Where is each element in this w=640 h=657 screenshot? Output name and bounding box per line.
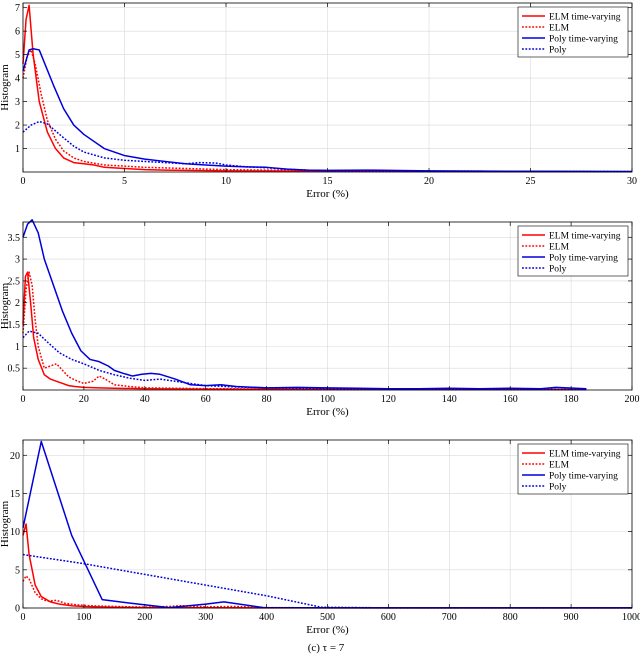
chart2-xtick-label-0: 0 [21, 394, 26, 405]
chart1-series-line-0 [22, 4, 632, 173]
chart2-xtick-label-2: 40 [140, 394, 150, 405]
chart2-xtick-label-8: 160 [503, 394, 518, 405]
chart2-ytick-label-3: 2 [15, 298, 20, 309]
chart3-xtick-label-4: 400 [259, 612, 274, 623]
chart3-xtick-label-0: 0 [21, 612, 26, 623]
chart2: 0 20 40 60 80 100 120 140 160 180 200 0.5 1 1.5 2 2.5 3 3… [0, 219, 640, 418]
chart2-ytick-label-0: 0.5 [8, 364, 21, 375]
chart3-ytick-label-0: 0 [15, 604, 20, 615]
chart3-xtick-label-8: 800 [503, 612, 518, 623]
chart2-xtick-label-7: 140 [442, 394, 457, 405]
chart1-legend-label-1: ELM [549, 23, 570, 33]
chart1: 0 5 10 15 20 25 30 1 2 3 4 5 6 7 Error (%) Histogram ELM… [0, 2, 637, 200]
chart2-xtick-label-3: 60 [201, 394, 211, 405]
chart1-series-group [22, 4, 633, 173]
chart1-series-line-3 [22, 120, 633, 173]
chart1-ytick-label-6: 7 [15, 3, 20, 14]
chart3-series-line-3 [22, 553, 632, 609]
chart3-ytick-label-1: 5 [15, 565, 20, 576]
chart1-ytick-label-3: 4 [15, 74, 20, 85]
chart1-xtick-label-3: 15 [323, 176, 333, 187]
chart2-series-line-3 [22, 330, 587, 391]
chart1-legend-label-3: Poly [549, 45, 567, 55]
chart2-ytick-label-2: 1.5 [8, 320, 21, 331]
chart2-xlabel: Error (%) [306, 406, 349, 418]
chart1-series-line-1 [22, 49, 633, 173]
chart2-series-line-0 [22, 271, 587, 391]
chart3-xlabel: Error (%) [306, 624, 349, 636]
chart3-ytick-label-2: 10 [10, 527, 20, 538]
chart3-ytick-label-4: 20 [10, 451, 20, 462]
chart1-xtick-label-0: 0 [21, 176, 26, 187]
chart1-xtick-label-4: 20 [424, 176, 434, 187]
chart2-legend-label-0: ELM time-varying [549, 231, 621, 241]
chart1-legend-label-0: ELM time-varying [549, 12, 621, 22]
chart1-ytick-label-1: 2 [15, 121, 20, 132]
chart3-xtick-label-5: 500 [320, 612, 335, 623]
chart1-ytick-label-4: 5 [15, 50, 20, 61]
chart2-xtick-label-1: 20 [79, 394, 89, 405]
chart2-xtick-label-5: 100 [320, 394, 335, 405]
chart3-legend-label-1: ELM [549, 460, 570, 470]
chart2-series-group [22, 219, 587, 391]
chart3-xtick-label-3: 300 [198, 612, 213, 623]
chart1-legend-label-2: Poly time-varying [549, 34, 618, 44]
chart3-xtick-label-2: 200 [137, 612, 152, 623]
chart2-ytick-label-4: 2.5 [8, 276, 21, 287]
chart2-legend-label-1: ELM [549, 242, 570, 252]
chart3-legend-label-3: Poly [549, 482, 567, 492]
chart1-ytick-label-2: 3 [15, 97, 20, 108]
chart1-xtick-label-5: 25 [526, 176, 536, 187]
figure-caption: (c) τ = 7 [308, 642, 345, 654]
chart3-xtick-label-7: 700 [442, 612, 457, 623]
chart3-ytick-label-3: 15 [10, 489, 20, 500]
chart2-xtick-label-6: 120 [381, 394, 396, 405]
chart3-xtick-label-1: 100 [76, 612, 91, 623]
chart2-ytick-label-1: 1 [15, 342, 20, 353]
chart3-xtick-label-10: 1000 [622, 612, 640, 623]
chart2-legend-label-2: Poly time-varying [549, 253, 618, 263]
chart1-ytick-label-0: 1 [15, 144, 20, 155]
chart3-xtick-label-6: 600 [381, 612, 396, 623]
chart1-xtick-label-6: 30 [627, 176, 637, 187]
chart2-ylabel: Histogram [0, 282, 11, 329]
chart2-ytick-label-5: 3 [15, 255, 20, 266]
chart2-ytick-label-6: 3.5 [8, 233, 21, 244]
chart1-xtick-label-1: 5 [122, 176, 127, 187]
chart3-legend-label-0: ELM time-varying [549, 449, 621, 459]
chart2-xtick-label-9: 180 [564, 394, 579, 405]
chart1-ytick-label-5: 6 [15, 27, 20, 38]
chart1-ylabel: Histogram [0, 64, 11, 111]
chart1-xtick-label-2: 10 [221, 176, 231, 187]
chart2-xtick-label-10: 200 [625, 394, 640, 405]
chart1-xlabel: Error (%) [306, 188, 349, 200]
chart2-legend-label-3: Poly [549, 264, 567, 274]
chart3-legend-label-2: Poly time-varying [549, 471, 618, 481]
chart3-ylabel: Histogram [0, 500, 11, 547]
chart2-xtick-label-4: 80 [262, 394, 272, 405]
chart3-xtick-label-9: 900 [564, 612, 579, 623]
chart3: 0 100 200 300 400 500 600 700 800 900 1000 0 5 10 15 20… [0, 439, 640, 636]
